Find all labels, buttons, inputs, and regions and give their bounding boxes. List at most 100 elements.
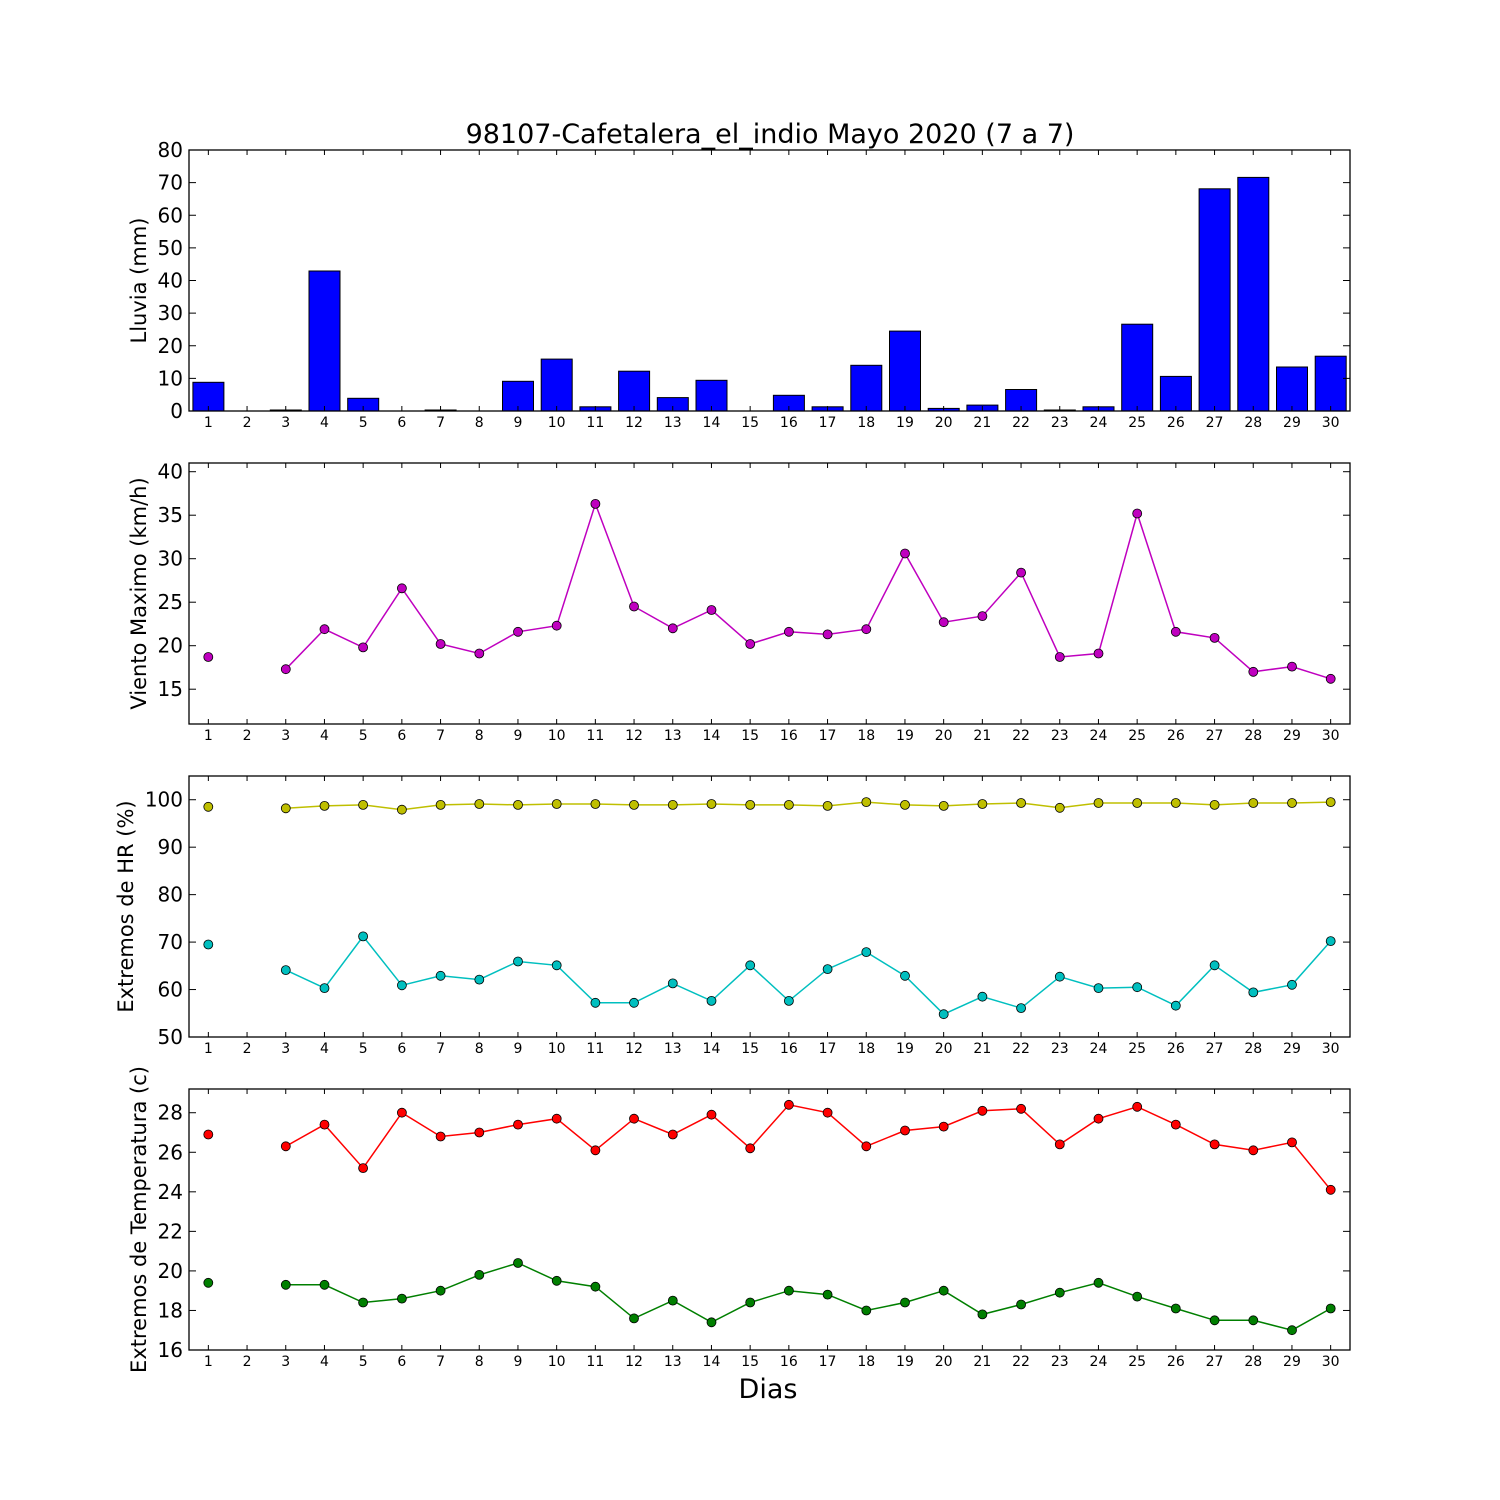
wind-xtick-label-22: 22 (1012, 728, 1030, 744)
wind-xtick-label-8: 8 (475, 728, 484, 744)
temperature-series-1-point-24 (1093, 1113, 1104, 1124)
wind-xtick-label-27: 27 (1206, 728, 1224, 744)
wind-ytick-label-35: 35 (158, 503, 183, 527)
temperature-series-2-line (285, 1262, 1332, 1332)
temperature-series-2-point-13 (667, 1295, 678, 1306)
humidity-xtick-label-1: 1 (204, 1041, 213, 1057)
temperature-series-2-point-25 (1132, 1291, 1143, 1302)
temperature-series-2-point-14 (706, 1317, 717, 1328)
rainfall-bar-18 (850, 364, 883, 412)
humidity-series-2-point-4 (319, 983, 330, 993)
wind-xtick-label-12: 12 (625, 728, 643, 744)
temperature-series-2-point-29 (1287, 1325, 1297, 1336)
temperature-xtick-label-17: 17 (819, 1354, 837, 1370)
wind-series-1-point-17 (822, 629, 833, 640)
temperature-series-2-point-4 (319, 1279, 330, 1290)
humidity-series-1-point-3 (280, 803, 291, 814)
rainfall-ytick-label-50: 50 (158, 236, 183, 260)
humidity-series-2-line (285, 935, 1332, 1016)
temperature-xtick-label-21: 21 (973, 1354, 991, 1370)
wind-xtick-label-9: 9 (513, 728, 522, 744)
humidity-series-2-point-9 (513, 956, 523, 967)
temperature-series-2-point-30 (1325, 1303, 1336, 1314)
wind-xtick-label-23: 23 (1051, 728, 1069, 744)
humidity-xtick-label-10: 10 (548, 1041, 566, 1057)
temperature-series-1-point-7 (435, 1131, 446, 1142)
humidity-xtick-label-25: 25 (1128, 1041, 1146, 1057)
temperature-series-2-point-12 (629, 1313, 639, 1324)
humidity-series-2-point-24 (1093, 983, 1104, 993)
humidity-series-2-point-18 (861, 947, 872, 957)
wind-series-1-point-13 (667, 623, 678, 634)
wind-series-1-point-5 (358, 642, 369, 653)
temperature-series-1-point-16 (784, 1099, 794, 1110)
wind-series-1-point-4 (319, 624, 330, 635)
temperature-series-2-point-8 (474, 1270, 485, 1280)
wind-series-1-point-21 (977, 611, 988, 621)
rainfall-ytick-label-70: 70 (158, 171, 183, 195)
humidity-series-1-point-24 (1093, 798, 1104, 808)
wind-series-1-point-27 (1209, 633, 1220, 643)
temperature-xtick-label-22: 22 (1012, 1354, 1030, 1370)
temperature-xtick-label-24: 24 (1090, 1354, 1108, 1370)
wind-xtick-label-14: 14 (703, 728, 721, 744)
temperature-series-1-point-21 (977, 1105, 988, 1116)
humidity-axes-frame (188, 775, 1351, 1038)
temperature-series-2-point-6 (396, 1293, 407, 1304)
rainfall-bar-28 (1237, 176, 1270, 412)
wind-series-1-point-14 (706, 605, 717, 615)
temperature-series-1-point-18 (861, 1141, 872, 1152)
wind-xtick-label-7: 7 (436, 728, 445, 744)
temperature-ytick-label-24: 24 (158, 1180, 183, 1204)
rainfall-xtick-label-27: 27 (1206, 415, 1224, 431)
humidity-series-1-point-30 (1325, 797, 1336, 807)
rainfall-bar-12 (618, 370, 651, 412)
temperature-series-2-point-10 (551, 1275, 562, 1286)
temperature-xtick-label-12: 12 (625, 1354, 643, 1370)
humidity-series-1-point-9 (513, 800, 523, 810)
humidity-series-2-point-17 (822, 964, 833, 974)
wind-xtick-label-29: 29 (1283, 728, 1301, 744)
humidity-xtick-label-23: 23 (1051, 1041, 1069, 1057)
temperature-xtick-label-16: 16 (780, 1354, 798, 1370)
wind-ytick-label-15: 15 (158, 677, 183, 701)
wind-axes-frame (188, 462, 1351, 725)
temperature-series-1-point-10 (551, 1113, 562, 1124)
temperature-xtick-label-11: 11 (586, 1354, 604, 1370)
temperature-series-2-point-24 (1093, 1277, 1104, 1288)
rainfall-ytick-label-20: 20 (158, 334, 183, 358)
temperature-series-1-point-13 (667, 1129, 678, 1140)
rainfall-xtick-label-23: 23 (1051, 415, 1069, 431)
temperature-xtick-label-27: 27 (1206, 1354, 1224, 1370)
humidity-series-1-point-23 (1054, 802, 1065, 813)
temperature-xtick-label-7: 7 (436, 1354, 445, 1370)
wind-series-1-point-26 (1170, 626, 1181, 637)
temperature-xtick-label-10: 10 (548, 1354, 566, 1370)
temperature-series-1-point-5 (358, 1163, 369, 1173)
wind-xtick-label-30: 30 (1322, 728, 1340, 744)
temperature-ytick-label-26: 26 (158, 1140, 183, 1164)
temperature-xtick-label-26: 26 (1167, 1354, 1185, 1370)
wind-xtick-label-17: 17 (819, 728, 837, 744)
humidity-ytick-label-80: 80 (158, 883, 183, 907)
temperature-series-1-point-22 (1016, 1103, 1026, 1114)
chart-title: 98107-Cafetalera_el_indio Mayo 2020 (7 a… (466, 119, 1075, 150)
rainfall-bar-4 (308, 270, 341, 412)
humidity-series-2-point-16 (784, 996, 794, 1006)
humidity-xtick-label-11: 11 (586, 1041, 604, 1057)
rainfall-xtick-label-29: 29 (1283, 415, 1301, 431)
wind-series-1-point-30 (1325, 673, 1336, 684)
humidity-series-2-point-8 (474, 974, 485, 985)
wind-series-1-point-15 (745, 639, 756, 649)
humidity-series-1-point-6 (396, 804, 407, 815)
humidity-series-2-point-14 (706, 996, 717, 1006)
humidity-series-1-line (285, 801, 1331, 811)
temperature-series-2-point-5 (358, 1297, 369, 1308)
humidity-series-2-point-28 (1248, 987, 1259, 998)
wind-series-1-point-29 (1287, 661, 1297, 672)
wind-series-1-point-8 (474, 648, 485, 659)
rainfall-xtick-label-24: 24 (1090, 415, 1108, 431)
humidity-series-2-point-3 (280, 965, 291, 975)
rainfall-xtick-label-28: 28 (1244, 415, 1262, 431)
